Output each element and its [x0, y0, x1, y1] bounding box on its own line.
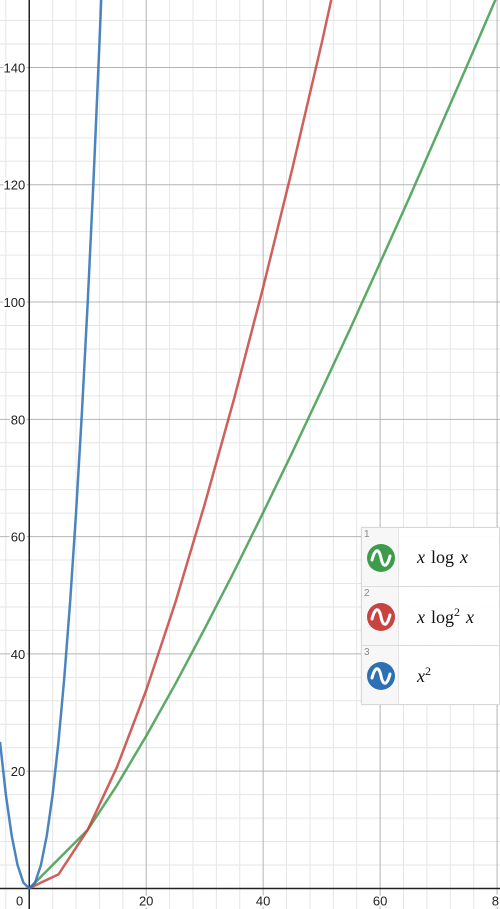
expression-color-tab[interactable]: 3: [362, 646, 399, 704]
expression-color-tab[interactable]: 2: [362, 587, 399, 645]
x-tick-label: 0: [16, 893, 23, 908]
y-tick-label: 60: [11, 530, 25, 545]
formula-variable: x: [417, 606, 425, 627]
y-tick-label: 140: [4, 60, 26, 75]
formula-variable: x: [417, 546, 425, 567]
curves: [0, 0, 497, 890]
expression-formula[interactable]: x2: [399, 646, 499, 704]
formula-exponent: 2: [454, 604, 461, 619]
formula-log: log: [431, 546, 455, 567]
formula-variable: x: [417, 665, 425, 686]
y-tick-label: 40: [11, 647, 25, 662]
y-tick-label: 120: [4, 178, 26, 193]
x-tick-label: 40: [256, 893, 270, 908]
expression-formula[interactable]: x log2 x: [399, 587, 499, 645]
y-tick-label: 100: [4, 295, 26, 310]
formula-exponent: 2: [425, 663, 431, 678]
y-tick-label: 20: [11, 764, 25, 779]
wave-icon[interactable]: [367, 603, 395, 631]
tick-labels: 0 20 40 60 8 20 40 60 80 100 120 140: [2, 58, 500, 909]
expression-index: 1: [364, 529, 370, 540]
series-line-1[interactable]: [28, 0, 497, 890]
expression-index: 2: [364, 588, 370, 599]
series-line-3[interactable]: [0, 0, 103, 890]
expression-row-2[interactable]: 2 x log2 x: [362, 587, 499, 646]
x-tick-label: 8: [492, 893, 499, 908]
wave-icon[interactable]: [367, 662, 395, 690]
expression-index: 3: [364, 647, 370, 658]
formula-log: log: [431, 606, 455, 627]
expression-legend: 1 x log x 2 x log2 x: [361, 527, 500, 705]
series-line-2[interactable]: [28, 0, 333, 890]
formula-variable: x: [466, 606, 475, 627]
expression-formula[interactable]: x log x: [399, 528, 499, 586]
x-tick-label: 60: [373, 893, 387, 908]
expression-color-tab[interactable]: 1: [362, 528, 399, 586]
formula-variable: x: [460, 546, 469, 567]
wave-icon[interactable]: [367, 544, 395, 572]
expression-row-1[interactable]: 1 x log x: [362, 528, 499, 587]
x-tick-label: 20: [139, 893, 153, 908]
expression-row-3[interactable]: 3 x2: [362, 646, 499, 704]
y-tick-label: 80: [11, 412, 25, 427]
